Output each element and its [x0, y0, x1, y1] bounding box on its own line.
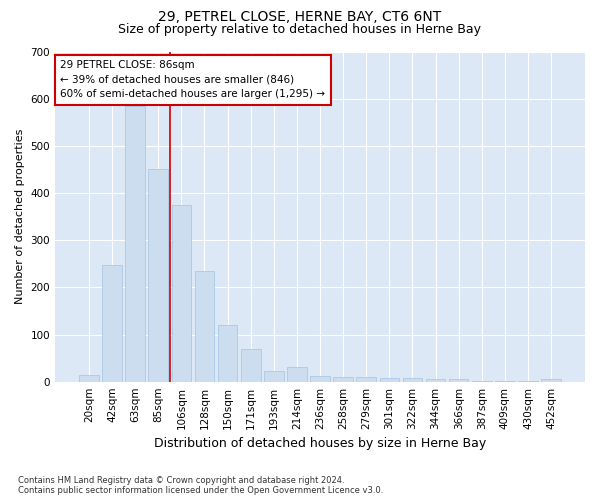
Bar: [380, 378, 399, 382]
Bar: [287, 366, 307, 382]
Bar: [148, 170, 168, 382]
Bar: [172, 205, 191, 382]
Bar: [102, 265, 122, 382]
Text: Size of property relative to detached houses in Herne Bay: Size of property relative to detached ho…: [119, 22, 482, 36]
Bar: [125, 106, 145, 382]
Bar: [426, 380, 445, 382]
Text: Contains HM Land Registry data © Crown copyright and database right 2024.
Contai: Contains HM Land Registry data © Crown c…: [18, 476, 383, 495]
Bar: [403, 378, 422, 382]
Bar: [541, 380, 561, 382]
Text: 29, PETREL CLOSE, HERNE BAY, CT6 6NT: 29, PETREL CLOSE, HERNE BAY, CT6 6NT: [158, 10, 442, 24]
Bar: [194, 271, 214, 382]
Bar: [79, 374, 99, 382]
Text: 29 PETREL CLOSE: 86sqm
← 39% of detached houses are smaller (846)
60% of semi-de: 29 PETREL CLOSE: 86sqm ← 39% of detached…: [61, 60, 325, 100]
Bar: [334, 378, 353, 382]
Bar: [449, 380, 469, 382]
Bar: [356, 377, 376, 382]
Bar: [310, 376, 330, 382]
Y-axis label: Number of detached properties: Number of detached properties: [15, 129, 25, 304]
Bar: [218, 325, 238, 382]
Bar: [264, 371, 284, 382]
X-axis label: Distribution of detached houses by size in Herne Bay: Distribution of detached houses by size …: [154, 437, 486, 450]
Bar: [241, 348, 260, 382]
